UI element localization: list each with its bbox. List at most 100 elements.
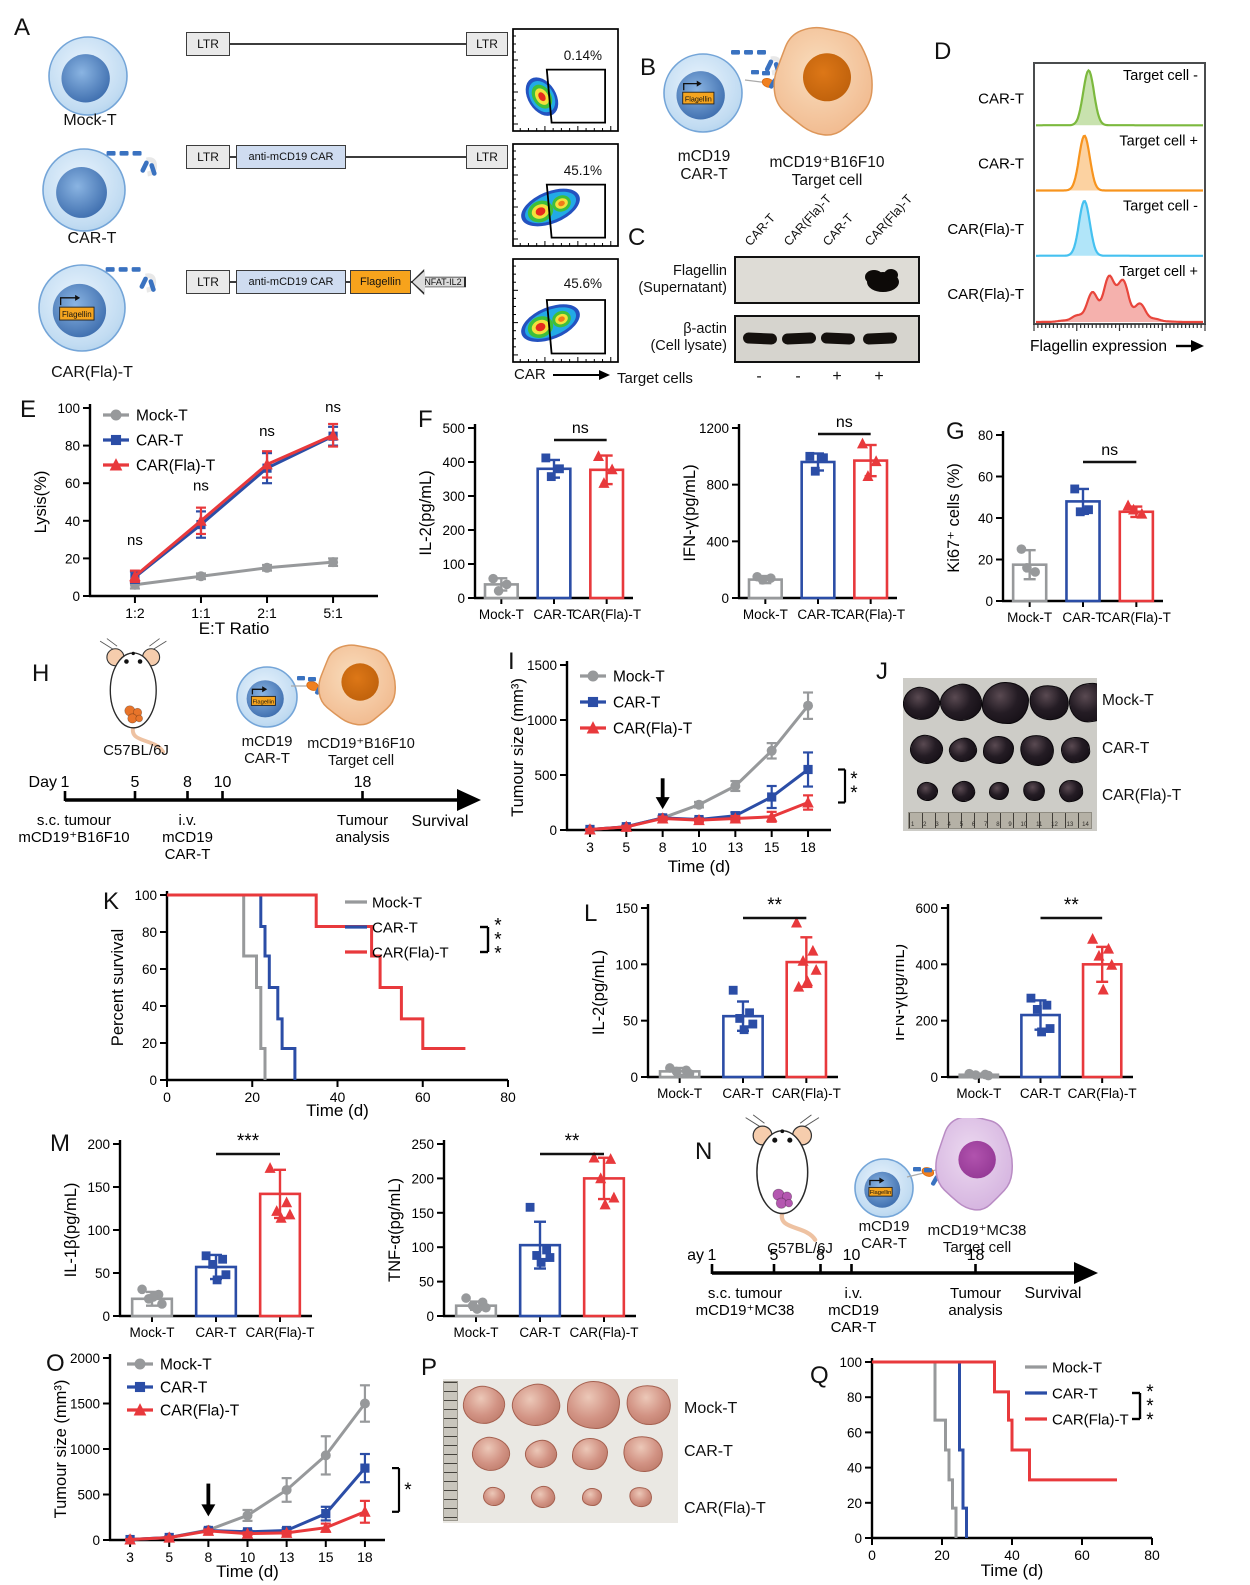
svg-text:CAR-T: CAR-T	[165, 846, 211, 863]
ruler	[443, 1381, 458, 1521]
panel-label-q: Q	[810, 1362, 829, 1389]
ruler: 1 2 3 4 5 6 7 8 9 10 11 12 13 14	[908, 812, 1092, 829]
svg-text:18: 18	[357, 1549, 373, 1565]
svg-text:18: 18	[967, 1247, 985, 1264]
target-cells-label: Target cells	[617, 370, 693, 387]
panel-label-h: H	[32, 660, 50, 687]
svg-text:1: 1	[61, 774, 70, 791]
mouse-cartoon-b16	[99, 638, 167, 754]
lane-label-1: CAR-T	[742, 210, 779, 249]
svg-text:0: 0	[72, 589, 80, 604]
ifng-invivo-bar-chart: 0 200 400 600 IFN-γ(pg/mL) Mock-T CAR-T CAR(Fla…	[896, 895, 1137, 1101]
ltr-box: LTR	[186, 145, 230, 169]
svg-text:*: *	[494, 944, 502, 965]
svg-text:1000: 1000	[70, 1442, 100, 1457]
svg-text:10: 10	[214, 774, 232, 791]
svg-text:40: 40	[978, 511, 993, 526]
panel-label-k: K	[103, 888, 120, 915]
svg-text:IL-2(pg/mL): IL-2(pg/mL)	[417, 470, 435, 555]
svg-text:IFN-γ(pg/mL): IFN-γ(pg/mL)	[896, 944, 908, 1041]
svg-text:CAR-T: CAR-T	[797, 607, 838, 622]
svg-text:mCD19: mCD19	[828, 1302, 879, 1319]
ki67-bar-chart: 0 20 40 60 80 Ki67⁺ cells (%) Mock-T CAR-TCAR(F…	[945, 428, 1171, 625]
h-cart-label: mCD19 CAR-T	[241, 733, 293, 768]
il2-invivo-bar-chart: 0 50 100 150 IL-2(pg/mL) Mock-T CAR-T CAR(Fla)-…	[590, 895, 841, 1101]
svg-text:50: 50	[419, 1275, 434, 1290]
tumour-specimen	[988, 782, 1009, 800]
b-cart-label: mCD19 CAR-T	[677, 148, 731, 183]
svg-text:13: 13	[279, 1549, 295, 1565]
svg-text:CAR(Fla)-T: CAR(Fla)-T	[947, 286, 1024, 303]
svg-text:analysis: analysis	[335, 829, 389, 846]
tumour-specimen	[566, 1381, 621, 1429]
svg-text:15: 15	[764, 839, 780, 855]
svg-text:1200: 1200	[699, 421, 729, 436]
il1b-bar-chart: 0 50 100 150 200 IL-1β(pg/mL) Mock-T CAR-T CAR(F…	[62, 1131, 315, 1340]
svg-text:250: 250	[411, 1137, 434, 1152]
flow-gate-percent: 45.6%	[563, 276, 602, 291]
svg-text:Percent survival: Percent survival	[830, 1391, 832, 1508]
svg-text:Flagellin: Flagellin	[62, 310, 92, 319]
svg-text:80: 80	[500, 1089, 516, 1105]
svg-text:IL-2(pg/mL): IL-2(pg/mL)	[590, 950, 608, 1035]
svg-text:CAR(Fla)-T: CAR(Fla)-T	[1052, 1412, 1129, 1429]
svg-text:40: 40	[142, 999, 157, 1014]
svg-text:Survival: Survival	[1025, 1285, 1082, 1302]
svg-text:mCD19: mCD19	[162, 829, 213, 846]
svg-text:8: 8	[183, 774, 192, 791]
tumour-specimen	[618, 1431, 668, 1477]
svg-text:1500: 1500	[527, 658, 557, 673]
svg-text:200: 200	[411, 1171, 434, 1186]
svg-text:CAR-T: CAR-T	[533, 607, 574, 622]
svg-text:13: 13	[728, 839, 744, 855]
svg-text:0: 0	[630, 1070, 638, 1085]
mock-t-label: Mock-T	[63, 112, 117, 129]
svg-text:50: 50	[95, 1266, 110, 1281]
car-t-cell-icon	[42, 148, 158, 232]
svg-text:*: *	[1146, 1382, 1154, 1403]
svg-text:*: *	[494, 930, 502, 951]
target-sign-1: -	[756, 368, 762, 385]
svg-text:Mock-T: Mock-T	[130, 1325, 175, 1340]
panel-label-l: L	[584, 900, 598, 927]
svg-text:CAR-T: CAR-T	[372, 920, 418, 937]
svg-text:0: 0	[549, 823, 557, 838]
svg-text:Time (d): Time (d)	[306, 1101, 369, 1120]
axis-arrow-head	[598, 370, 610, 381]
svg-text:0: 0	[930, 1070, 938, 1085]
svg-text:ns: ns	[572, 420, 589, 437]
svg-text:60: 60	[142, 962, 157, 977]
svg-text:0: 0	[985, 594, 993, 609]
svg-text:*: *	[494, 916, 502, 937]
flow-gate-percent: 0.14%	[563, 48, 602, 63]
svg-text:5: 5	[770, 1247, 779, 1264]
panel-label-g: G	[946, 418, 965, 445]
svg-text:ns: ns	[259, 423, 275, 440]
svg-text:***: ***	[237, 1131, 260, 1152]
mouse-strain-label-n: C57BL/6J	[767, 1240, 833, 1257]
svg-text:CAR-T: CAR-T	[519, 1325, 560, 1340]
j-row-label-3: CAR(Fla)-T	[1102, 787, 1182, 804]
svg-text:1:1: 1:1	[191, 605, 211, 621]
svg-text:1:2: 1:2	[125, 605, 145, 621]
p-row-label-2: CAR-T	[684, 1443, 733, 1460]
svg-text:Tumour: Tumour	[950, 1285, 1001, 1302]
svg-text:20: 20	[142, 1036, 157, 1051]
mouse-cartoon-mc38	[745, 1114, 820, 1242]
lysis-line-chart: 0 20 40 60 80 100 Lysis(%) E:T Ratio 1:2 1:1 2:1 5:…	[32, 399, 378, 638]
svg-text:8: 8	[659, 839, 667, 855]
svg-text:CAR-T: CAR-T	[831, 1319, 877, 1336]
svg-text:0: 0	[426, 1309, 434, 1324]
tumour-photo-mc38	[443, 1379, 678, 1523]
svg-text:60: 60	[1074, 1547, 1090, 1563]
svg-text:CAR-T: CAR-T	[1020, 1086, 1061, 1101]
svg-text:0: 0	[163, 1089, 171, 1105]
svg-text:CAR-T: CAR-T	[195, 1325, 236, 1340]
cart-target-cartoon: Flagellin	[663, 26, 873, 136]
svg-text:Mock-T: Mock-T	[956, 1086, 1001, 1101]
tumour-specimen	[626, 1483, 655, 1511]
tnfa-bar-chart: 0 50 100 150 200 250 TNF-α(pg/mL) Mock-T CAR-T CA…	[386, 1131, 639, 1340]
nfat-il2-arrow: NFAT-IL2	[411, 269, 466, 295]
